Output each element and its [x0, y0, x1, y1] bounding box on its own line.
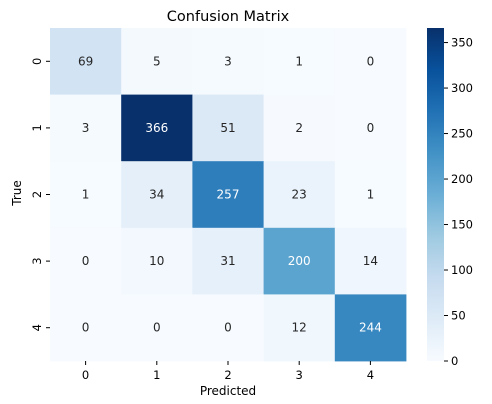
heatmap-cell: [121, 94, 193, 162]
cell-value-label: 0: [153, 321, 161, 335]
chart-title: Confusion Matrix: [167, 9, 290, 25]
heatmap-cell: [263, 294, 336, 362]
heatmap-cell: [121, 294, 193, 362]
cell-value-label: 23: [292, 188, 307, 202]
x-tick-label: 3: [296, 368, 303, 382]
colorbar-gradient: [427, 28, 444, 361]
cell-value-label: 12: [292, 321, 307, 335]
cell-value-label: 1: [367, 188, 375, 202]
x-tick-label: 0: [82, 368, 89, 382]
cell-value-label: 10: [149, 254, 164, 268]
heatmap-cell: [192, 227, 264, 295]
cell-value-label: 3: [224, 54, 232, 68]
heatmap-cell: [50, 294, 122, 362]
x-axis-ticks: 0 1 2 3 4: [82, 361, 374, 382]
cell-value-label: 0: [367, 121, 375, 135]
heatmap-cell: [50, 28, 122, 95]
y-axis-label: True: [10, 180, 24, 207]
y-tick-label: 0: [30, 58, 44, 65]
colorbar-tick-label: 0: [451, 354, 458, 368]
cell-value-label: 0: [82, 321, 90, 335]
colorbar-tick-label: 50: [451, 309, 466, 323]
heatmap-cell: [50, 161, 122, 229]
heatmap-cell: [334, 161, 407, 229]
x-tick-label: 4: [367, 368, 374, 382]
cell-value-label: 14: [363, 254, 378, 268]
y-tick-label: 3: [30, 257, 44, 264]
heatmap-cell: [334, 28, 407, 95]
heatmap-cell: [263, 94, 336, 162]
colorbar-tick-label: 350: [451, 36, 473, 50]
heatmap-cell: [263, 161, 336, 229]
cell-value-label: 5: [153, 54, 161, 68]
colorbar-tick-label: 300: [451, 81, 473, 95]
cell-value-label: 257: [217, 188, 240, 202]
cell-value-label: 0: [367, 54, 375, 68]
colorbar-tick-label: 100: [451, 263, 473, 277]
cell-value-label: 0: [224, 321, 232, 335]
heatmap-cell: [263, 227, 336, 295]
colorbar-tick-label: 150: [451, 218, 473, 232]
colorbar: 0 50 100 150 200 250 300 350: [427, 28, 473, 368]
x-axis-label: Predicted: [200, 384, 256, 398]
heatmap-cell: [192, 28, 264, 95]
cell-value-label: 366: [145, 121, 168, 135]
colorbar-tick-label: 250: [451, 127, 473, 141]
heatmap-cell: [263, 28, 336, 95]
heatmap-cell: [192, 294, 264, 362]
cell-value-label: 51: [220, 121, 235, 135]
heatmap-cell: [50, 227, 122, 295]
cell-value-label: 1: [295, 54, 303, 68]
y-tick-label: 2: [30, 191, 44, 198]
heatmap-cell: [192, 161, 264, 229]
heatmap-cells: 69 5 3 1 03 366 51 2 01 34 257 23 10 10 31 200 140 0 0 12 24…: [50, 28, 407, 362]
cell-value-label: 200: [288, 254, 311, 268]
cell-value-label: 0: [82, 254, 90, 268]
cell-value-label: 1: [82, 188, 90, 202]
y-axis-ticks: 0 1 2 3 4: [30, 58, 50, 331]
x-tick-label: 1: [153, 368, 160, 382]
y-tick-label: 4: [30, 324, 44, 331]
heatmap-cell: [50, 94, 122, 162]
cell-value-label: 244: [359, 321, 382, 335]
y-tick-label: 1: [30, 124, 44, 131]
cell-value-label: 34: [149, 188, 164, 202]
heatmap-cell: [121, 161, 193, 229]
heatmap-cell: [192, 94, 264, 162]
colorbar-tick-label: 200: [451, 172, 473, 186]
x-tick-label: 2: [224, 368, 231, 382]
heatmap-cell: [334, 94, 407, 162]
heatmap-cell: [334, 227, 407, 295]
cell-value-label: 69: [78, 54, 93, 68]
cell-value-label: 2: [295, 121, 303, 135]
cell-value-label: 3: [82, 121, 90, 135]
heatmap-cell: [334, 294, 407, 362]
cell-value-label: 31: [220, 254, 235, 268]
heatmap-cell: [121, 28, 193, 95]
heatmap-cell: [121, 227, 193, 295]
